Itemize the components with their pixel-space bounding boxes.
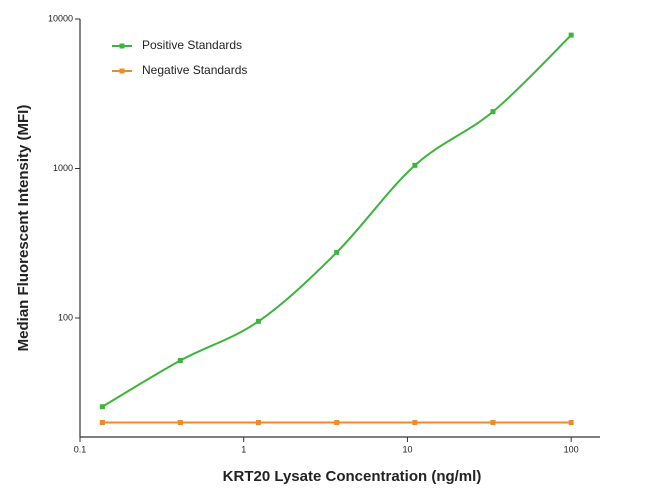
data-point <box>255 318 261 324</box>
data-point <box>177 420 183 426</box>
data-point <box>99 420 105 426</box>
legend-label: Negative Standards <box>142 63 247 77</box>
data-point <box>99 404 105 410</box>
y-tick-label: 100 <box>58 312 73 322</box>
legend-label: Positive Standards <box>142 38 242 52</box>
x-tick-label: 100 <box>564 444 579 454</box>
data-point <box>412 162 418 168</box>
x-axis-label: KRT20 Lysate Concentration (ng/ml) <box>223 468 482 485</box>
data-point <box>490 420 496 426</box>
y-tick-label: 10000 <box>48 13 73 23</box>
x-tick-label: 10 <box>402 444 412 454</box>
data-point <box>255 420 261 426</box>
x-tick-label: 0.1 <box>74 444 87 454</box>
data-point <box>334 249 340 255</box>
series-line <box>101 34 572 408</box>
data-point <box>490 109 496 115</box>
data-point <box>568 420 574 426</box>
data-point <box>412 420 418 426</box>
y-axis-label: Median Fluorescent Intensity (MFI) <box>15 105 32 352</box>
data-point <box>568 32 574 38</box>
y-tick-label: 1000 <box>53 163 73 173</box>
legend-marker <box>119 68 125 74</box>
data-point <box>334 420 340 426</box>
data-point <box>177 357 183 363</box>
x-tick-label: 1 <box>241 444 246 454</box>
legend-marker <box>119 43 125 49</box>
